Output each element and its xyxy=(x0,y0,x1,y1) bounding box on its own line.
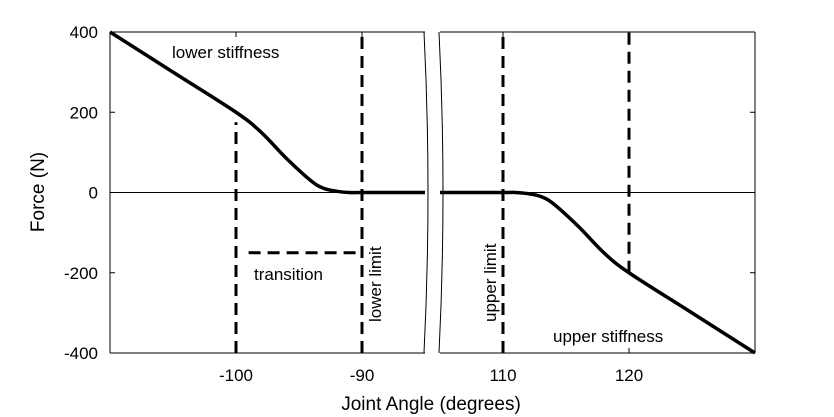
x-axis-title: Joint Angle (degrees) xyxy=(341,394,521,415)
annotation-upper-stiffness: upper stiffness xyxy=(553,327,663,346)
plot-layer: 400 200 0 -200 -400 -100 -90 110 120 xyxy=(64,23,756,385)
force-curve-panel-1 xyxy=(109,30,425,195)
force-curve-panel-2 xyxy=(440,190,756,355)
y-tick-label: -400 xyxy=(64,344,98,363)
x-tick-label: -100 xyxy=(219,366,253,385)
annotation-transition: transition xyxy=(254,265,323,284)
annotation-lower-stiffness: lower stiffness xyxy=(172,43,279,62)
x-tick-label: 120 xyxy=(615,366,643,385)
x-tick-label: -90 xyxy=(350,366,375,385)
annotation-lower-limit: lower limit xyxy=(366,246,385,322)
y-tick-label: 0 xyxy=(89,184,98,203)
axis-break-left xyxy=(423,31,429,354)
y-tick-label: 400 xyxy=(70,23,98,42)
y-axis-title: Force (N) xyxy=(28,152,49,232)
x-tick-label: 110 xyxy=(489,366,516,385)
y-tick-label: -200 xyxy=(64,264,98,283)
annotation-layer: lower stiffness transition lower limit u… xyxy=(172,43,663,346)
y-tick-label: 200 xyxy=(70,103,98,122)
annotation-upper-limit: upper limit xyxy=(481,243,500,322)
